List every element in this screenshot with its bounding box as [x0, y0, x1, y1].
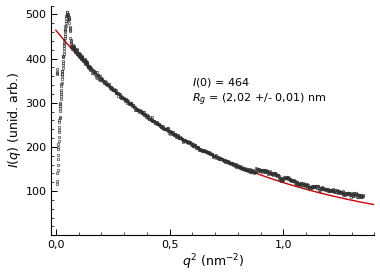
Text: $\it{I}$(0) = 464
$\it{R}$$_g$ = (2,02 +/- 0,01) nm: $\it{I}$(0) = 464 $\it{R}$$_g$ = (2,02 +…	[192, 76, 327, 108]
X-axis label: $q^2$ (nm$^{-2}$): $q^2$ (nm$^{-2}$)	[182, 253, 244, 272]
Y-axis label: $I(q)$ (unid. arb.): $I(q)$ (unid. arb.)	[6, 72, 22, 168]
